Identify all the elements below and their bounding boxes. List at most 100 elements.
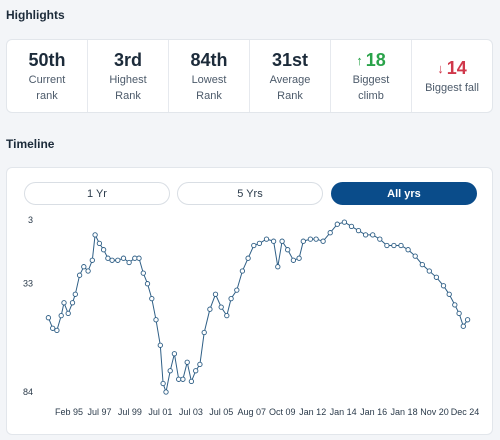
x-tick-label: Jul 05 [209,407,233,417]
rank-data-point[interactable] [109,257,115,263]
rank-data-point[interactable] [45,315,52,321]
rank-data-point[interactable] [355,227,362,234]
rank-data-point[interactable] [256,240,263,247]
rank-data-point[interactable] [377,236,383,242]
rank-data-point[interactable] [96,240,103,247]
rank-data-point[interactable] [307,236,314,242]
rank-data-point[interactable] [100,247,107,253]
rank-data-point[interactable] [405,247,411,253]
rank-data-point[interactable] [197,361,203,368]
rank-data-point[interactable] [153,317,159,323]
rank-data-point[interactable] [171,351,178,357]
y-tick-label: 3 [28,215,33,225]
stat-biggest-fall: ↓ 14 Biggest fall [412,40,492,112]
stat-label: Lowest [191,74,227,86]
rank-data-point[interactable] [144,281,151,287]
rank-data-point[interactable] [440,283,447,289]
rank-data-point[interactable] [348,223,355,230]
rank-data-point[interactable] [212,291,219,297]
rank-data-point[interactable] [115,257,121,263]
rank-data-point[interactable] [313,236,319,242]
rank-data-point[interactable] [120,255,127,261]
rank-data-point[interactable] [149,295,155,302]
rank-data-point[interactable] [105,255,111,261]
rank-data-point[interactable] [65,310,71,317]
rank-data-point[interactable] [464,317,471,323]
stat-value-row: ↓ 14 [437,57,467,79]
rank-data-point[interactable] [239,268,246,274]
stat-biggest-climb: ↑ 18 Biggest climb [331,40,412,112]
rank-data-point[interactable] [285,247,291,253]
rank-data-point[interactable] [391,242,397,249]
rank-data-point[interactable] [126,259,132,266]
rank-data-point[interactable] [234,287,240,293]
rank-data-point[interactable] [201,329,207,336]
rank-data-point[interactable] [452,302,458,308]
rank-data-point[interactable] [167,368,173,374]
rank-data-point[interactable] [85,268,91,274]
x-tick-label: Oct 09 [269,407,296,417]
rank-data-point[interactable] [157,342,163,348]
x-tick-label: Jan 12 [299,407,326,417]
rank-data-point[interactable] [140,270,146,276]
rank-data-point[interactable] [69,300,76,306]
rank-data-point[interactable] [224,312,230,319]
x-tick-label: Jul 99 [118,407,142,417]
rank-data-point[interactable] [61,300,67,306]
rank-data-point[interactable] [279,238,285,244]
rank-data-point[interactable] [58,312,64,319]
rank-data-point[interactable] [76,272,83,278]
x-tick-label: Nov 20 [420,407,449,417]
rank-data-point[interactable] [136,255,142,261]
x-tick-label: Jul 01 [148,407,172,417]
rank-data-point[interactable] [290,257,297,263]
rank-data-point[interactable] [251,242,257,249]
rank-data-point[interactable] [263,236,270,242]
rank-data-point[interactable] [163,389,169,395]
rank-data-point[interactable] [296,255,302,261]
rank-data-point[interactable] [180,376,186,382]
rank-data-point[interactable] [193,368,199,374]
rank-data-point[interactable] [228,295,234,302]
rank-data-point[interactable] [426,268,432,274]
rank-data-point[interactable] [50,325,56,331]
stat-value-row: ↑ 18 [356,49,386,71]
x-tick-label: Jan 14 [330,407,357,417]
rank-data-point[interactable] [218,304,224,310]
rank-data-point[interactable] [370,232,376,238]
rank-data-point[interactable] [433,274,440,280]
stat-value: 84th [190,50,228,70]
rank-data-point[interactable] [320,238,326,244]
rank-data-point[interactable] [176,376,182,382]
rank-data-point[interactable] [384,242,390,249]
rank-data-point[interactable] [54,327,60,334]
rank-data-point[interactable] [341,219,348,225]
rank-data-point[interactable] [89,257,95,263]
stat-label: rank [36,90,58,102]
rank-data-point[interactable] [72,291,78,297]
rank-data-point[interactable] [460,323,466,329]
rank-data-point[interactable] [92,232,98,238]
rank-data-point[interactable] [419,261,425,268]
tab-5-yrs[interactable]: 5 Yrs [177,182,323,205]
rank-data-point[interactable] [132,255,138,261]
rank-data-point[interactable] [207,306,213,312]
tab-1-yr[interactable]: 1 Yr [24,182,170,205]
stat-label: Rank [196,90,222,102]
rank-data-point[interactable] [398,242,404,249]
rank-data-point[interactable] [160,380,166,387]
tab-all-yrs[interactable]: All yrs [331,182,477,205]
rank-data-point[interactable] [270,238,277,244]
rank-data-point[interactable] [300,238,306,244]
rank-data-point[interactable] [327,230,333,236]
rank-data-point[interactable] [184,359,190,365]
rank-data-point[interactable] [275,264,281,270]
rank-data-point[interactable] [334,221,340,227]
rank-data-point[interactable] [412,253,418,259]
rank-data-point[interactable] [362,232,369,238]
rank-data-point[interactable] [188,378,195,385]
rank-data-point[interactable] [81,264,87,270]
rank-data-point[interactable] [456,310,462,317]
rank-data-point[interactable] [446,291,452,297]
rank-data-point[interactable] [245,255,251,261]
